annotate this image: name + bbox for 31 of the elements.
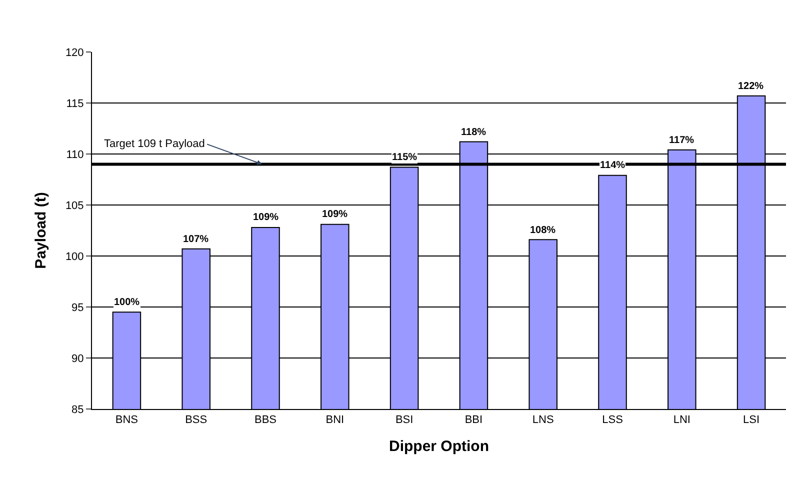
x-axis-title: Dipper Option	[389, 438, 489, 456]
x-tick-label: LNI	[673, 414, 690, 426]
y-tick-label: 115	[66, 98, 84, 110]
y-axis-title: Payload (t)	[32, 192, 50, 269]
annotation: 114%	[600, 160, 626, 171]
y-tick-label: 100	[65, 250, 84, 263]
annotation: 108%	[530, 225, 556, 236]
annotation: 122%	[738, 81, 764, 92]
annotation: 109%	[322, 209, 348, 220]
x-tick-label: BSI	[395, 414, 414, 426]
y-tick-label: 110	[66, 148, 84, 161]
annotation: 107%	[183, 234, 209, 245]
annotation: 118%	[461, 127, 486, 138]
annotation: 115%	[392, 152, 418, 163]
annotation: 109%	[253, 212, 279, 223]
x-tick-label: BBS	[254, 414, 277, 426]
y-tick-label: 90	[72, 352, 84, 365]
y-tick-label: 120	[65, 46, 84, 59]
x-tick-label: LNS	[532, 414, 554, 426]
x-tick-label: LSS	[602, 414, 623, 426]
y-tick-label: 95	[72, 302, 84, 314]
x-tick-label: BBI	[464, 414, 483, 426]
x-tick-label: BNS	[115, 414, 138, 426]
x-tick-label: BSS	[185, 414, 208, 426]
y-tick-label: 105	[65, 200, 84, 212]
y-tick-label: 85	[72, 404, 84, 416]
ref-line-label: Target 109 t Payload	[104, 138, 205, 150]
x-tick-label: BNI	[326, 414, 344, 426]
annotation: 100%	[114, 297, 140, 308]
x-tick-label: LSI	[743, 414, 760, 426]
annotation: 117%	[669, 135, 694, 146]
